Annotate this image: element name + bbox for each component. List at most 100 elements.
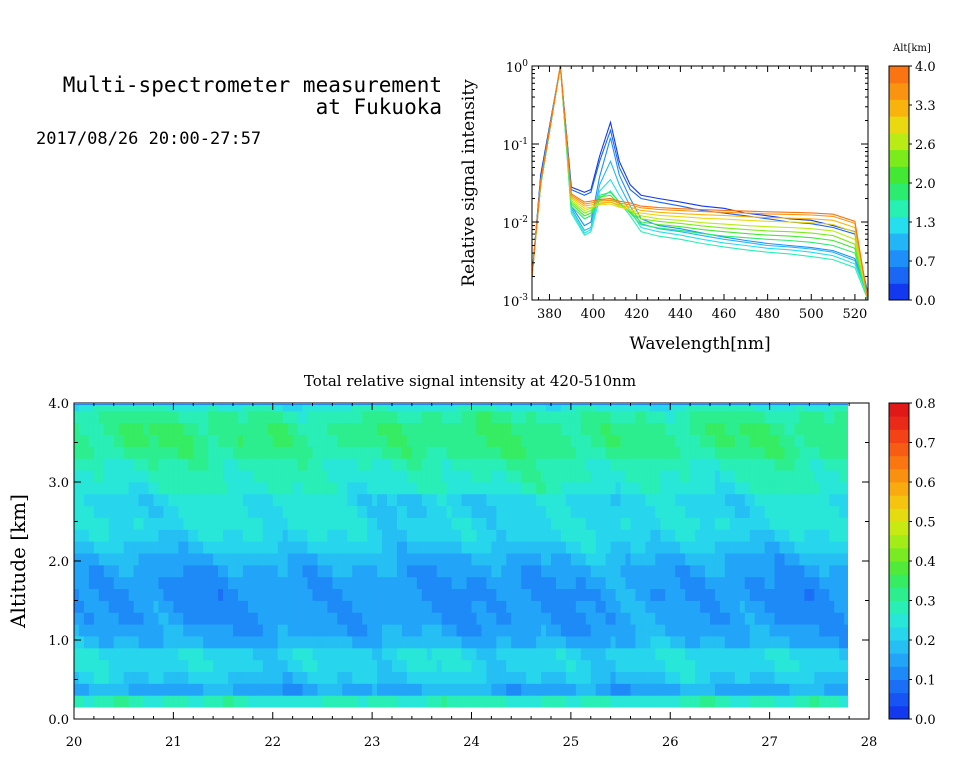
intensity-colorbar-tick-7: 0.7 xyxy=(915,437,936,452)
alt-colorbar-swatch-6 xyxy=(889,183,909,201)
spectrum-series-3 xyxy=(532,66,868,297)
alt-colorbar-tick-1: 0.7 xyxy=(915,255,936,270)
alt-colorbar-tick-0: 0.0 xyxy=(915,294,936,309)
intensity-colorbar-tick-5: 0.5 xyxy=(915,516,936,531)
heatmap-x-tick-8: 28 xyxy=(861,735,878,750)
spectrum-frame xyxy=(531,65,869,301)
heatmap-axes: 20 21 22 23 24 25 26 27 28 0.0 1.0 2.0 3.0 4.0 xyxy=(48,397,877,750)
intensity-colorbar-tick-3: 0.3 xyxy=(915,595,936,610)
spectrum-series-5 xyxy=(532,66,868,300)
spectrum-x-tick-4: 460 xyxy=(712,307,737,322)
intensity-colorbar-swatch-21 xyxy=(889,429,909,443)
title-line-2: at Fukuoka xyxy=(315,95,442,119)
alt-colorbar-swatch-13 xyxy=(889,66,909,84)
spectrum-y-tick-3: 10-3 xyxy=(503,293,529,310)
spectrum-y-tick-2: 10-2 xyxy=(503,215,528,232)
spectrum-x-label: Wavelength[nm] xyxy=(629,334,770,354)
intensity-colorbar-swatch-23 xyxy=(889,403,909,417)
main-title: Multi-spectrometer measurement at Fukuok… xyxy=(8,74,442,118)
intensity-colorbar-swatch-15 xyxy=(889,508,909,522)
spectrum-x-tick-1: 400 xyxy=(581,307,606,322)
spectrum-series-13 xyxy=(532,66,868,300)
intensity-colorbar-swatch-22 xyxy=(889,416,909,430)
intensity-colorbar: 0.0 0.1 0.2 0.3 0.4 0.5 0.6 0.7 0.8 xyxy=(888,397,936,728)
spectrum-x-tick-2: 420 xyxy=(624,307,649,322)
intensity-colorbar-swatch-17 xyxy=(889,482,909,496)
spectrum-series-2 xyxy=(532,66,868,294)
intensity-colorbar-swatch-20 xyxy=(889,442,909,457)
alt-colorbar-swatch-7 xyxy=(889,166,909,184)
heatmap-y-tick-2: 2.0 xyxy=(48,555,69,570)
intensity-colorbar-tick-2: 0.2 xyxy=(915,634,936,649)
alt-colorbar-tick-6: 4.0 xyxy=(915,60,936,75)
intensity-colorbar-swatch-7 xyxy=(889,613,909,628)
alt-colorbar-swatch-4 xyxy=(889,216,909,234)
alt-colorbar-swatch-1 xyxy=(889,266,909,284)
spectrum-x-tick-6: 500 xyxy=(799,307,824,322)
intensity-colorbar-swatch-13 xyxy=(889,534,909,549)
alt-colorbar-title: Alt[km] xyxy=(892,43,931,54)
measurement-datetime: 2017/08/26 20:00-27:57 xyxy=(36,129,262,149)
spectrum-series-7 xyxy=(532,66,868,300)
heatmap-y-tick-4: 4.0 xyxy=(48,397,69,412)
spectrum-series-10 xyxy=(532,66,868,300)
alt-colorbar-tick-5: 3.3 xyxy=(915,99,936,114)
alt-colorbar-swatch-10 xyxy=(889,116,909,134)
spectrum-series-4 xyxy=(532,66,868,298)
spectrum-series-6 xyxy=(532,66,868,300)
intensity-colorbar-swatch-8 xyxy=(889,600,909,615)
alt-colorbar-swatch-12 xyxy=(889,82,909,100)
intensity-colorbar-swatch-9 xyxy=(889,587,909,601)
heatmap-y-label: Altitude [km] xyxy=(6,494,30,629)
intensity-colorbar-swatch-4 xyxy=(889,653,909,667)
intensity-colorbar-swatch-16 xyxy=(889,495,909,509)
intensity-colorbar-swatch-12 xyxy=(889,547,909,562)
alt-colorbar-swatch-5 xyxy=(889,199,909,217)
alt-colorbar-swatch-11 xyxy=(889,99,909,117)
intensity-colorbar-swatch-18 xyxy=(889,468,909,483)
intensity-colorbar-swatch-1 xyxy=(889,692,909,707)
spectrum-x-tick-7: 520 xyxy=(842,307,867,322)
intensity-colorbar-swatch-14 xyxy=(889,521,909,536)
alt-colorbar-swatch-0 xyxy=(889,283,909,301)
intensity-colorbar-swatch-2 xyxy=(889,679,909,694)
alt-colorbar: 0.0 0.7 1.3 2.0 2.6 3.3 4.0 xyxy=(888,60,936,309)
spectrum-lines xyxy=(532,66,868,300)
spectrum-x-tick-0: 380 xyxy=(537,307,562,322)
heatmap-x-tick-3: 23 xyxy=(364,735,381,750)
spectrum-series-1 xyxy=(532,66,868,294)
spectrum-series-8 xyxy=(532,66,868,300)
heatmap-y-tick-1: 1.0 xyxy=(48,634,69,649)
intensity-colorbar-swatch-10 xyxy=(889,574,909,588)
alt-colorbar-tick-2: 1.3 xyxy=(915,216,936,231)
alt-colorbar-swatch-9 xyxy=(889,132,909,151)
spectrum-y-label: Relative signal intensity xyxy=(459,79,479,287)
heatmap-title: Total relative signal intensity at 420-5… xyxy=(304,372,636,390)
intensity-colorbar-tick-4: 0.4 xyxy=(915,555,936,570)
intensity-colorbar-swatch-0 xyxy=(889,705,909,720)
alt-colorbar-tick-4: 2.6 xyxy=(915,138,936,153)
intensity-colorbar-swatch-3 xyxy=(889,666,909,680)
heatmap-x-tick-6: 26 xyxy=(662,735,679,750)
heatmap-cells xyxy=(74,404,848,708)
spectrum-series-0 xyxy=(532,66,868,300)
spectrum-series-11 xyxy=(532,66,868,300)
spectrum-x-tick-5: 480 xyxy=(755,307,780,322)
spectrum-series-9 xyxy=(532,66,868,300)
heatmap-x-tick-1: 21 xyxy=(165,735,182,750)
spectrum-y-tick-0: 100 xyxy=(506,59,529,76)
heatmap-x-tick-7: 27 xyxy=(761,735,778,750)
heatmap-x-tick-0: 20 xyxy=(66,735,83,750)
intensity-colorbar-swatch-19 xyxy=(889,455,909,470)
heatmap-y-tick-3: 3.0 xyxy=(48,476,69,491)
heatmap-x-tick-2: 22 xyxy=(264,735,281,750)
intensity-colorbar-tick-8: 0.8 xyxy=(915,397,936,412)
intensity-colorbar-tick-1: 0.1 xyxy=(915,674,936,689)
intensity-colorbar-tick-0: 0.0 xyxy=(915,713,936,728)
intensity-colorbar-swatch-5 xyxy=(889,640,909,654)
intensity-colorbar-swatch-11 xyxy=(889,561,909,575)
intensity-colorbar-swatch-6 xyxy=(889,626,909,641)
title-line-1: Multi-spectrometer measurement xyxy=(62,73,442,97)
spectrum-x-tick-3: 440 xyxy=(668,307,693,322)
